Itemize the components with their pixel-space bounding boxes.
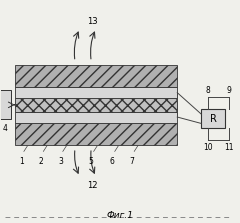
Text: 6: 6 [110, 157, 115, 166]
Text: 4: 4 [3, 124, 8, 133]
Text: R: R [210, 114, 216, 124]
Text: 5: 5 [89, 157, 94, 166]
Text: 10: 10 [204, 142, 213, 151]
Text: Фиг.1: Фиг.1 [107, 211, 133, 220]
Text: 11: 11 [225, 142, 234, 151]
Text: 12: 12 [87, 181, 98, 190]
Bar [0, 91, 12, 119]
Bar [15, 87, 177, 98]
Bar [15, 112, 177, 123]
Bar [15, 65, 177, 87]
Bar [201, 109, 225, 128]
Text: 2: 2 [39, 157, 43, 166]
Text: 1: 1 [19, 157, 24, 166]
Text: 7: 7 [129, 157, 134, 166]
Bar [15, 123, 177, 145]
Text: 3: 3 [58, 157, 63, 166]
Bar [15, 98, 177, 112]
Text: 13: 13 [87, 17, 98, 26]
Text: 8: 8 [206, 86, 211, 95]
Text: 9: 9 [227, 86, 232, 95]
